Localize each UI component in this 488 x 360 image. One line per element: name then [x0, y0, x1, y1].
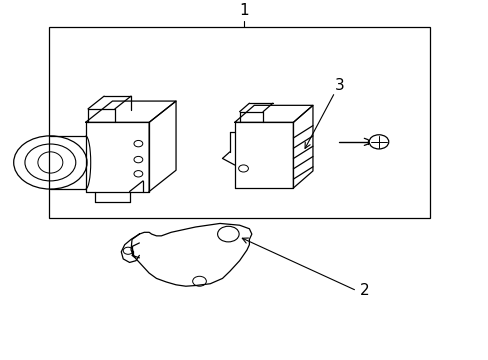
Text: 3: 3	[334, 78, 344, 93]
Bar	[49, 27, 429, 218]
Text: 1: 1	[239, 3, 249, 18]
Text: 2: 2	[359, 283, 368, 298]
